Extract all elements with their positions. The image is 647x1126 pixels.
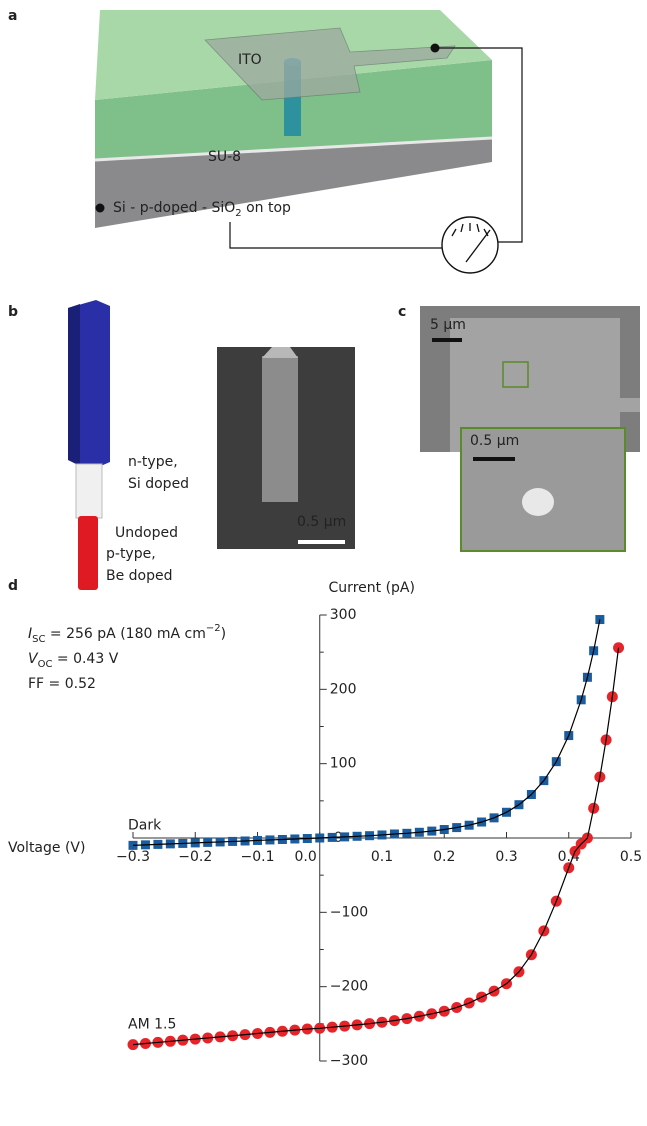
y-tick-label: 100 [330, 756, 357, 772]
x-tick-label: 0.5 [620, 849, 642, 865]
substrate-label: Si - p-doped - SiO2 on top [113, 200, 291, 219]
layer-border [94, 136, 493, 162]
y-tick-label: 300 [330, 607, 357, 623]
text: Si - p-doped - SiO [113, 200, 235, 216]
panel-label: a [8, 8, 17, 24]
n-type-label: Si doped [128, 476, 189, 492]
undoped-label: Undoped [115, 525, 178, 541]
fit-line [132, 647, 620, 1046]
x-tick-label: −0.3 [116, 849, 150, 865]
undoped-segment [75, 463, 103, 519]
series-label: Dark [128, 817, 162, 833]
p-type-label: Be doped [106, 568, 173, 584]
sem-lead [560, 398, 640, 412]
fit-line [132, 619, 601, 846]
x-tick-label: −0.2 [178, 849, 212, 865]
scale-label: 0.5 µm [470, 433, 519, 449]
y-tick-label: 200 [330, 681, 357, 697]
ammeter [441, 216, 499, 274]
scale-label: 5 µm [430, 317, 466, 333]
x-tick-label: −0.1 [241, 849, 275, 865]
x-tick-label: 0.0 [294, 849, 316, 865]
y-tick-label: 0 [334, 830, 343, 846]
annotation-part: = 256 pA (180 mA cm [45, 626, 205, 642]
substrate-front [95, 138, 492, 228]
text: 2 [235, 208, 241, 219]
wire [229, 222, 442, 249]
sem-nanowire-top [262, 347, 298, 358]
x-tick-label: 0.3 [495, 849, 517, 865]
contact-dot [95, 203, 105, 213]
inset-particle [522, 488, 554, 516]
scale-label: 0.5 µm [297, 514, 346, 530]
y-tick-label: −200 [330, 979, 368, 995]
annotation: VOC = 0.43 V [28, 651, 119, 670]
n-type-label: n-type, [128, 454, 178, 470]
ito-layer [204, 27, 456, 101]
annotation-part: FF = 0.52 [28, 676, 96, 692]
ammeter-scale [451, 223, 491, 263]
iv-chart: Voltage (V) Current (pA) −0.3 −0.2 −0.1 0.0 0.… [8, 580, 642, 1069]
x-tick-label: 0.2 [433, 849, 455, 865]
annotation-part: V [28, 651, 39, 667]
panel-label: d [8, 578, 18, 594]
annotation-part: ) [221, 626, 226, 642]
text: on top [242, 200, 291, 216]
sem-nanowire [262, 356, 298, 502]
ito-label: ITO [238, 52, 262, 68]
series-label: AM 1.5 [128, 1017, 176, 1033]
panel-label: c [398, 304, 406, 320]
y-tick-label: −300 [330, 1053, 368, 1069]
n-segment-side [68, 304, 80, 466]
su8-label: SU-8 [208, 149, 241, 165]
annotation-part: I [28, 626, 32, 642]
annotation: ISC = 256 pA (180 mA cm−2) [28, 623, 226, 645]
annotation-part: −2 [206, 623, 221, 634]
p-type-label: p-type, [106, 546, 156, 562]
annotation: FF = 0.52 [28, 676, 96, 692]
p-segment [78, 516, 98, 590]
y-tick-label: −100 [330, 904, 368, 920]
annotation-part: SC [32, 634, 45, 645]
zoom-box [502, 361, 529, 388]
x-axis-label: Voltage (V) [8, 840, 85, 856]
y-axis-label: Current (pA) [329, 580, 415, 596]
annotation-part: = 0.43 V [52, 651, 118, 667]
wire [435, 47, 523, 243]
panel-label: b [8, 304, 18, 320]
x-tick-label: 0.1 [371, 849, 393, 865]
annotation-part: OC [38, 659, 53, 670]
